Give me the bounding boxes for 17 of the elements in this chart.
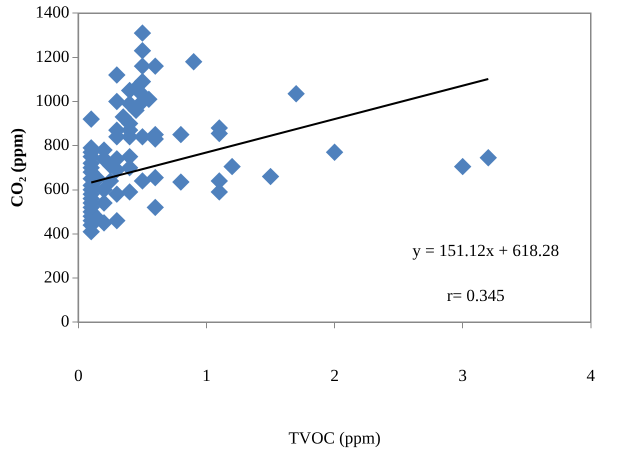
x-tick-label: 3 [458,366,467,385]
annotation: r= 0.345 [446,286,505,306]
y-axis-title: CO₂ (ppm) [8,128,27,208]
x-tick-label: 0 [74,366,83,385]
y-tick-label: 1200 [35,46,70,66]
y-tick-label: 200 [44,268,70,287]
x-axis-title: TVOC (ppm) [288,428,381,448]
y-tick-label: 800 [44,135,70,154]
x-tick-label: 2 [330,366,339,385]
annotation: y = 151.12x + 618.28 [412,241,560,260]
y-tick-label: 1400 [35,2,70,22]
y-tick-label: 0 [60,312,70,331]
y-tick-label: 1000 [35,90,70,110]
y-tick-label: 400 [44,223,70,242]
y-tick-label: 600 [44,179,70,198]
x-tick-label: 4 [586,366,596,385]
x-tick-label: 1 [202,366,211,385]
